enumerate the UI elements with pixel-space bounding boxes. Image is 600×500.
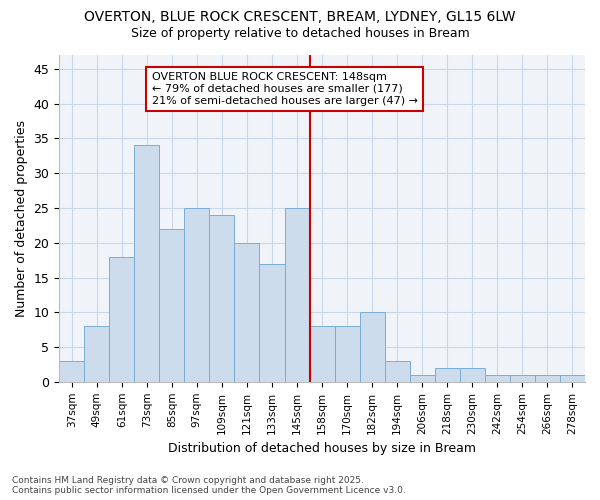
Bar bbox=[535, 375, 560, 382]
Bar bbox=[310, 326, 335, 382]
Bar bbox=[560, 375, 585, 382]
Bar bbox=[109, 256, 134, 382]
Bar bbox=[485, 375, 510, 382]
Bar bbox=[510, 375, 535, 382]
Bar bbox=[410, 375, 435, 382]
Bar bbox=[259, 264, 284, 382]
Bar bbox=[184, 208, 209, 382]
Bar bbox=[134, 146, 160, 382]
Bar bbox=[235, 242, 259, 382]
Y-axis label: Number of detached properties: Number of detached properties bbox=[15, 120, 28, 317]
Bar bbox=[385, 361, 410, 382]
Bar bbox=[359, 312, 385, 382]
Text: Contains HM Land Registry data © Crown copyright and database right 2025.
Contai: Contains HM Land Registry data © Crown c… bbox=[12, 476, 406, 495]
Bar bbox=[209, 215, 235, 382]
Bar bbox=[460, 368, 485, 382]
X-axis label: Distribution of detached houses by size in Bream: Distribution of detached houses by size … bbox=[168, 442, 476, 455]
Bar bbox=[59, 361, 84, 382]
Bar bbox=[284, 208, 310, 382]
Bar bbox=[160, 229, 184, 382]
Text: OVERTON BLUE ROCK CRESCENT: 148sqm
← 79% of detached houses are smaller (177)
21: OVERTON BLUE ROCK CRESCENT: 148sqm ← 79%… bbox=[152, 72, 418, 106]
Bar bbox=[435, 368, 460, 382]
Bar bbox=[84, 326, 109, 382]
Bar bbox=[335, 326, 359, 382]
Text: OVERTON, BLUE ROCK CRESCENT, BREAM, LYDNEY, GL15 6LW: OVERTON, BLUE ROCK CRESCENT, BREAM, LYDN… bbox=[84, 10, 516, 24]
Text: Size of property relative to detached houses in Bream: Size of property relative to detached ho… bbox=[131, 28, 469, 40]
